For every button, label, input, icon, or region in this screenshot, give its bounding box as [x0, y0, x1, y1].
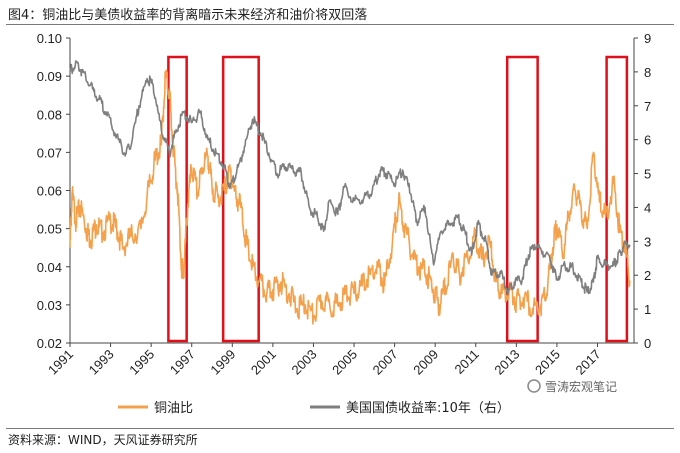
left-tick-label: 0.04	[37, 260, 62, 275]
left-tick-label: 0.06	[37, 184, 62, 199]
bottom-rule	[6, 428, 674, 429]
right-tick-label: 2	[644, 268, 651, 283]
left-tick-label: 0.03	[37, 298, 62, 313]
series-lines	[69, 60, 631, 325]
highlight-boxes	[167, 55, 629, 343]
right-tick-label: 0	[644, 336, 651, 351]
legend: 铜油比 美国国债收益率:10年（右）	[118, 400, 510, 416]
legend-label-1: 美国国债收益率:10年（右）	[346, 400, 510, 416]
highlight-box	[605, 55, 629, 343]
top-rule	[6, 24, 674, 25]
highlight-box	[221, 55, 260, 343]
left-tick-label: 0.05	[37, 222, 62, 237]
right-tick-label: 7	[644, 99, 651, 114]
x-tick-label: 1993	[86, 347, 117, 378]
right-tick-label: 3	[644, 234, 651, 249]
highlight-box	[505, 55, 539, 343]
x-tick-label: 1991	[45, 347, 76, 378]
left-tick-label: 0.07	[37, 145, 62, 160]
series-line-0	[69, 69, 631, 325]
right-tick-label: 1	[644, 302, 651, 317]
x-tick-label: 2013	[491, 347, 522, 378]
x-tick-label: 2017	[573, 347, 604, 378]
right-tick-label: 6	[644, 133, 651, 148]
left-tick-label: 0.02	[37, 336, 62, 351]
plot-axes	[66, 37, 638, 347]
highlight-box	[167, 55, 188, 343]
right-tick-label: 9	[644, 31, 651, 46]
right-tick-label: 8	[644, 65, 651, 80]
x-tick-label: 2001	[248, 347, 279, 378]
right-tick-label: 4	[644, 200, 651, 215]
left-tick-label: 0.08	[37, 107, 62, 122]
chart-title: 图4：铜油比与美债收益率的背离暗示未来经济和油价将双回落	[8, 8, 368, 23]
tick-labels: 0.02 0.03 0.04 0.05 0.06 0.07 0.08 0.09 0.10 0 1 2 3…	[37, 31, 652, 378]
x-tick-label: 2015	[532, 347, 563, 378]
watermark: 雪涛宏观笔记	[527, 379, 617, 394]
watermark-text: 雪涛宏观笔记	[545, 379, 617, 394]
legend-label-0: 铜油比	[154, 401, 193, 416]
series-line-1	[69, 60, 631, 296]
x-tick-label: 2009	[410, 347, 441, 378]
x-tick-label: 2005	[329, 347, 360, 378]
x-tick-label: 1997	[167, 347, 198, 378]
left-tick-label: 0.09	[37, 69, 62, 84]
x-tick-label: 2007	[370, 347, 401, 378]
x-tick-label: 2003	[289, 347, 320, 378]
x-tick-label: 1999	[207, 347, 238, 378]
right-tick-label: 5	[644, 167, 651, 182]
source-note: 资料来源：WIND，天风证券研究所	[8, 433, 198, 447]
x-tick-label: 2011	[451, 347, 481, 377]
left-tick-label: 0.10	[37, 31, 62, 46]
watermark-icon	[527, 379, 541, 393]
x-tick-label: 1995	[126, 347, 157, 378]
